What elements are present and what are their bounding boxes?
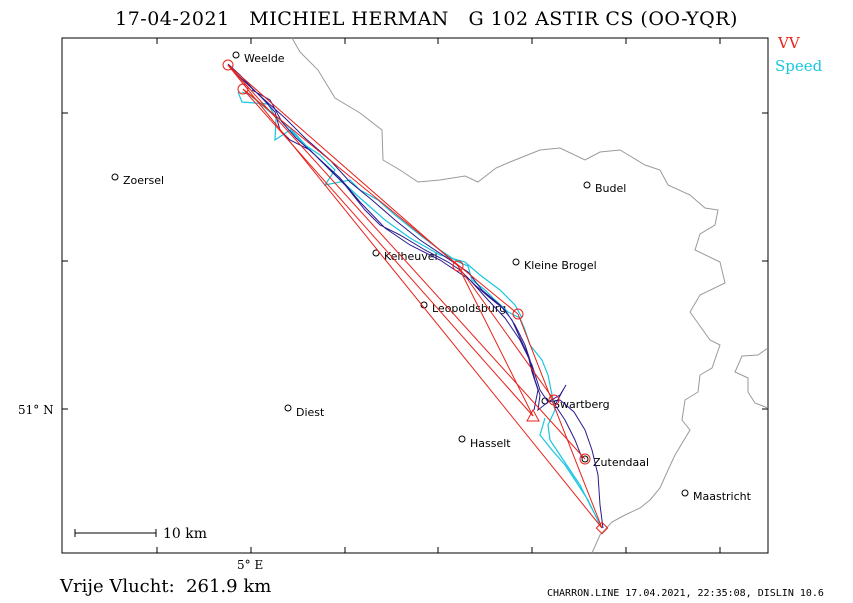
turnpoint-markers <box>222 59 609 535</box>
town-label: Kleine Brogel <box>524 259 597 272</box>
town-label: Weelde <box>244 52 285 65</box>
distance-summary: Vrije Vlucht: 261.9 km <box>60 576 272 597</box>
flight-track <box>227 63 604 529</box>
town-hasselt: Hasselt <box>458 435 511 450</box>
task-lines <box>227 64 603 529</box>
longitude-label: 5° E <box>237 558 263 572</box>
country-border <box>291 37 726 554</box>
town-zoersel: Zoersel <box>111 173 164 187</box>
town-label: Zoersel <box>123 174 164 187</box>
town-maastricht: Maastricht <box>681 489 752 503</box>
town-budel: Budel <box>583 181 626 195</box>
town-label: Maastricht <box>693 490 752 503</box>
town-kleine-brogel: Kleine Brogel <box>512 258 597 272</box>
flight-title: 17-04-2021 MICHIEL HERMAN G 102 ASTIR CS… <box>115 8 738 30</box>
credit-line: CHARRON.LINE 17.04.2021, 22:35:08, DISLI… <box>547 588 824 599</box>
legend-speed-label: Speed <box>775 57 823 75</box>
country-border-east <box>734 347 769 409</box>
legend-vv-label: VV <box>778 34 800 52</box>
latitude-label: 51° N <box>18 403 54 417</box>
town-label: Kelheuvel <box>384 250 438 263</box>
town-label: Hasselt <box>470 437 511 450</box>
town-label: Zutendaal <box>593 456 649 469</box>
town-label: Swartberg <box>553 398 610 411</box>
map-frame <box>61 37 769 554</box>
town-zutendaal: Zutendaal <box>581 455 649 469</box>
speed-track <box>237 91 603 529</box>
scale-label: 10 km <box>163 526 207 542</box>
scale-bar <box>74 529 157 537</box>
town-weelde: Weelde <box>232 51 285 65</box>
town-label: Budel <box>595 182 626 195</box>
town-label: Leopoldsburg <box>432 302 506 315</box>
town-kelheuvel: Kelheuvel <box>372 249 438 263</box>
town-diest: Diest <box>284 404 325 419</box>
town-label: Diest <box>296 406 325 419</box>
frame-ticks <box>62 38 768 553</box>
